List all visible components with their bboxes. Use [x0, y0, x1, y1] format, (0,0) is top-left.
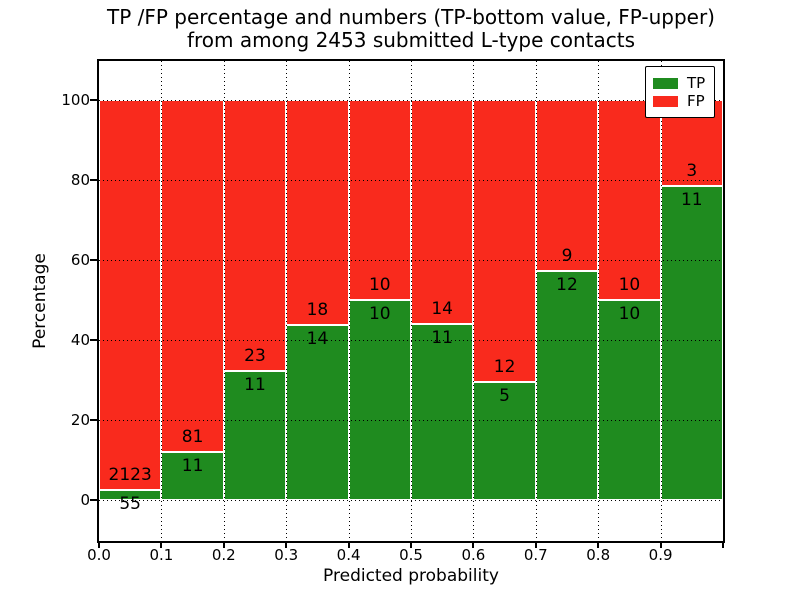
gridline-x [411, 61, 412, 541]
legend-entry-fp: FP [653, 93, 707, 109]
bar-segment-fp-0.4-0.5 [348, 100, 411, 300]
y-tick-label: 100 [61, 91, 90, 109]
bar-segment-fp-0.7-0.8 [535, 100, 599, 272]
gridline-x [535, 61, 537, 541]
y-tick-label: 0 [80, 491, 90, 509]
annotation-fp-count: 18 [306, 300, 329, 320]
bar-segment-tp-0.1-0.2 [161, 452, 224, 500]
annotation-tp-count: 11 [680, 189, 703, 210]
x-tick-label: 0.6 [461, 546, 486, 564]
annotation-tp-count: 14 [306, 329, 329, 349]
x-tick-label: 0.7 [523, 546, 548, 564]
x-tick-label: 0.3 [274, 546, 299, 564]
bar-segment-fp-0.3-0.4 [286, 100, 349, 325]
chart-title-line1: TP /FP percentage and numbers (TP-bottom… [107, 5, 715, 29]
legend-label: TP [687, 74, 706, 92]
plot-area: 2123 55 81 11 23 11 18 14 10 10 14 11 12 5 9 12 10 10 3 11 … [90, 59, 725, 548]
x-tickmark [534, 541, 537, 548]
legend: TP FP [645, 66, 715, 118]
gridline-x [286, 61, 288, 541]
annotation-tp-count: 11 [181, 456, 204, 477]
y-tick-label: 60 [70, 251, 90, 269]
annotation-tp-count: 11 [431, 328, 454, 348]
bar-segment-fp-0.1-0.2 [161, 100, 224, 453]
annotation-fp-count: 10 [618, 275, 641, 295]
x-tickmark [472, 541, 475, 548]
annotation-tp-count: 10 [618, 304, 641, 324]
bar-segment-fp-0.5-0.6 [411, 100, 474, 324]
y-tickmark [90, 179, 97, 181]
annotation-tp-count: 5 [499, 386, 511, 407]
gridline-x [473, 61, 475, 541]
x-tick-label: 0.9 [648, 546, 673, 564]
bar-segment-tp-0.4-0.5 [348, 300, 411, 500]
legend-swatch-tp-icon [653, 77, 678, 89]
x-tickmark [722, 541, 724, 548]
annotation-fp-count: 10 [368, 275, 391, 295]
x-tick-label: 0.4 [336, 546, 361, 564]
annotation-fp-count: 14 [431, 299, 454, 319]
legend-swatch-fp-icon [653, 95, 678, 107]
x-tickmark [347, 541, 350, 548]
annotation-fp-count: 81 [181, 427, 204, 448]
x-tickmark [98, 541, 100, 548]
x-tickmark [410, 541, 412, 548]
annotation-fp-count: 9 [561, 246, 573, 267]
annotation-tp-count: 12 [556, 275, 578, 296]
annotation-fp-count: 2123 [108, 464, 152, 485]
chart-title: TP /FP percentage and numbers (TP-bottom… [107, 6, 715, 52]
y-tick-label: 80 [70, 171, 90, 189]
annotation-tp-count: 10 [368, 304, 391, 324]
x-tick-label: 0.1 [149, 546, 174, 564]
x-tick-label: 0.2 [211, 546, 236, 564]
bar-segment-tp-0.8-0.9 [598, 300, 661, 500]
x-tickmark [597, 541, 600, 548]
y-tickmark [90, 339, 97, 341]
annotation-fp-count: 23 [244, 345, 266, 366]
gridline-x [223, 61, 225, 541]
bar-segment-tp-0.3-0.4 [286, 325, 349, 500]
bar-segment-fp-0.0-0.1 [99, 100, 162, 490]
gridline-x [598, 61, 600, 541]
bar-segment-tp-0.7-0.8 [535, 271, 599, 500]
x-tickmark [659, 541, 662, 548]
x-axis-label: Predicted probability [323, 566, 499, 586]
gridline-x [348, 61, 350, 541]
bar-segment-fp-0.2-0.3 [223, 100, 287, 371]
x-tickmark [285, 541, 288, 548]
legend-entry-tp: TP [653, 75, 707, 91]
bar-segment-tp-0.6-0.7 [473, 382, 536, 500]
x-tick-label: 0.5 [399, 546, 423, 564]
x-tick-label: 0.0 [87, 546, 111, 564]
bar-segment-tp-0.9-1.0 [660, 185, 723, 500]
y-tickmark [90, 419, 97, 421]
bar-segment-tp-0.0-0.1 [99, 489, 162, 500]
gridline-x [660, 61, 662, 541]
y-tickmark [90, 99, 97, 101]
y-tickmark [90, 499, 97, 501]
x-tickmark [160, 541, 163, 548]
y-tickmark [90, 259, 97, 261]
annotation-tp-count: 11 [244, 374, 266, 395]
annotation-fp-count: 12 [493, 357, 516, 378]
bar-segment-tp-0.5-0.6 [411, 324, 474, 500]
x-tick-label: 0.8 [586, 546, 611, 564]
y-tick-label: 40 [70, 331, 90, 349]
chart-title-line2: from among 2453 submitted L-type contact… [186, 28, 636, 52]
y-tick-label: 20 [70, 411, 90, 429]
legend-label: FP [687, 92, 705, 110]
bar-segment-fp-0.8-0.9 [598, 100, 661, 300]
annotation-tp-count: 55 [119, 493, 142, 514]
annotation-fp-count: 3 [686, 160, 698, 181]
gridline-x [161, 61, 163, 541]
x-tickmark [222, 541, 225, 548]
